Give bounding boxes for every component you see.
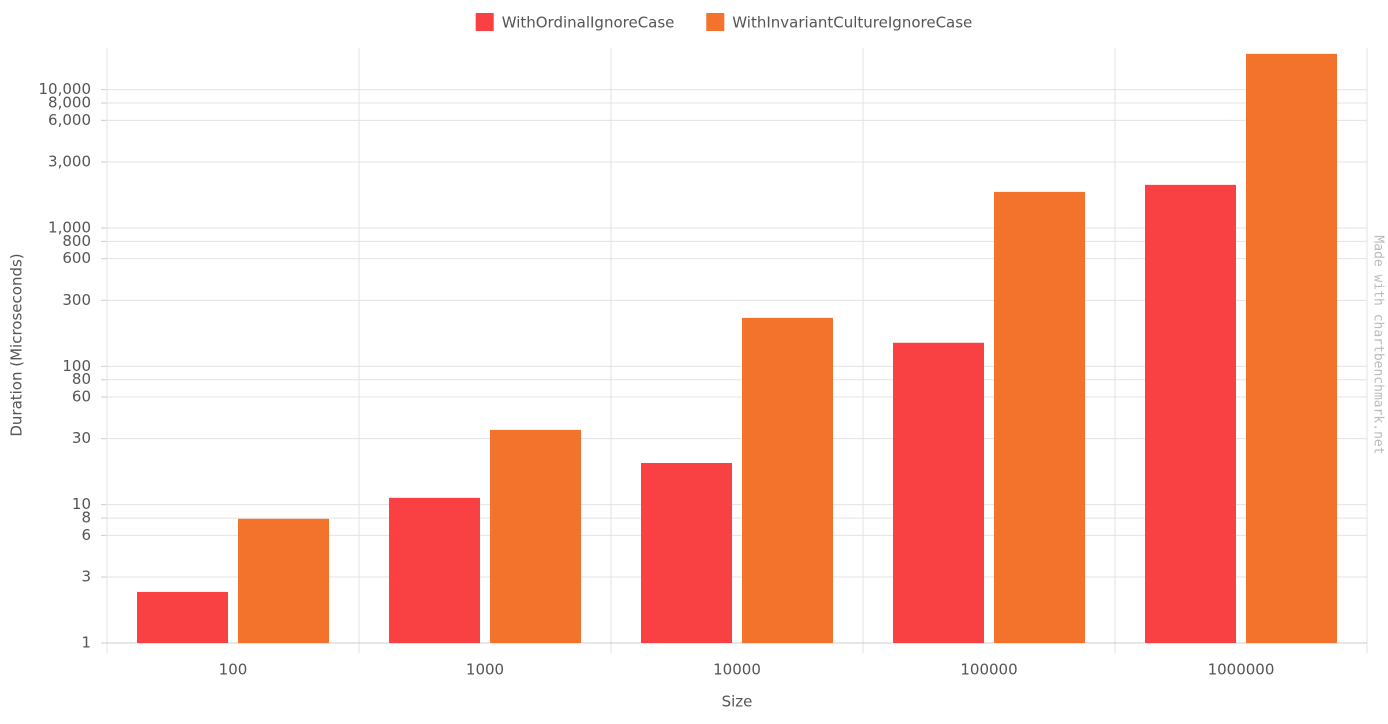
- bar: [893, 342, 984, 643]
- bar: [389, 497, 480, 643]
- y-tick-label: 6,000: [48, 111, 91, 129]
- y-tick-label: 60: [72, 388, 91, 406]
- x-tick-label: 1000000: [1208, 661, 1275, 679]
- bar: [238, 518, 329, 643]
- y-tick-label: 3,000: [48, 152, 91, 170]
- bar: [742, 317, 833, 643]
- y-axis-label: Duration (Microseconds): [8, 253, 26, 436]
- legend-swatch: [706, 13, 725, 31]
- x-axis-label: Size: [722, 693, 753, 711]
- y-tick-label: 600: [62, 249, 91, 267]
- y-tick-label: 300: [62, 291, 91, 309]
- y-tick-label: 100: [62, 357, 91, 375]
- y-tick-label: 8: [81, 509, 91, 527]
- y-tick-label: 1,000: [48, 218, 91, 236]
- bar: [1246, 53, 1337, 644]
- legend-swatch: [475, 13, 494, 31]
- y-tick-label: 3: [81, 567, 91, 585]
- legend-label: WithInvariantCultureIgnoreCase: [732, 14, 972, 32]
- x-tick-label: 1000: [466, 661, 504, 679]
- y-tick-label: 10,000: [39, 80, 92, 98]
- bar: [1145, 184, 1236, 644]
- legend-label: WithOrdinalIgnoreCase: [502, 14, 675, 32]
- bar: [137, 591, 228, 643]
- bar: [641, 463, 732, 643]
- y-tick-label: 1: [81, 634, 91, 652]
- bar: [994, 191, 1085, 643]
- x-tick-label: 100: [219, 661, 248, 679]
- y-tick-label: 80: [72, 370, 91, 388]
- y-tick-label: 10: [72, 495, 91, 513]
- y-tick-label: 8,000: [48, 94, 91, 112]
- y-tick-label: 30: [72, 429, 91, 447]
- y-tick-label: 6: [81, 526, 91, 544]
- y-tick-label: 800: [62, 232, 91, 250]
- x-tick-label: 100000: [960, 661, 1017, 679]
- bar: [490, 429, 581, 643]
- x-tick-label: 10000: [713, 661, 761, 679]
- watermark: Made with chartbenchmark.net: [1371, 235, 1386, 454]
